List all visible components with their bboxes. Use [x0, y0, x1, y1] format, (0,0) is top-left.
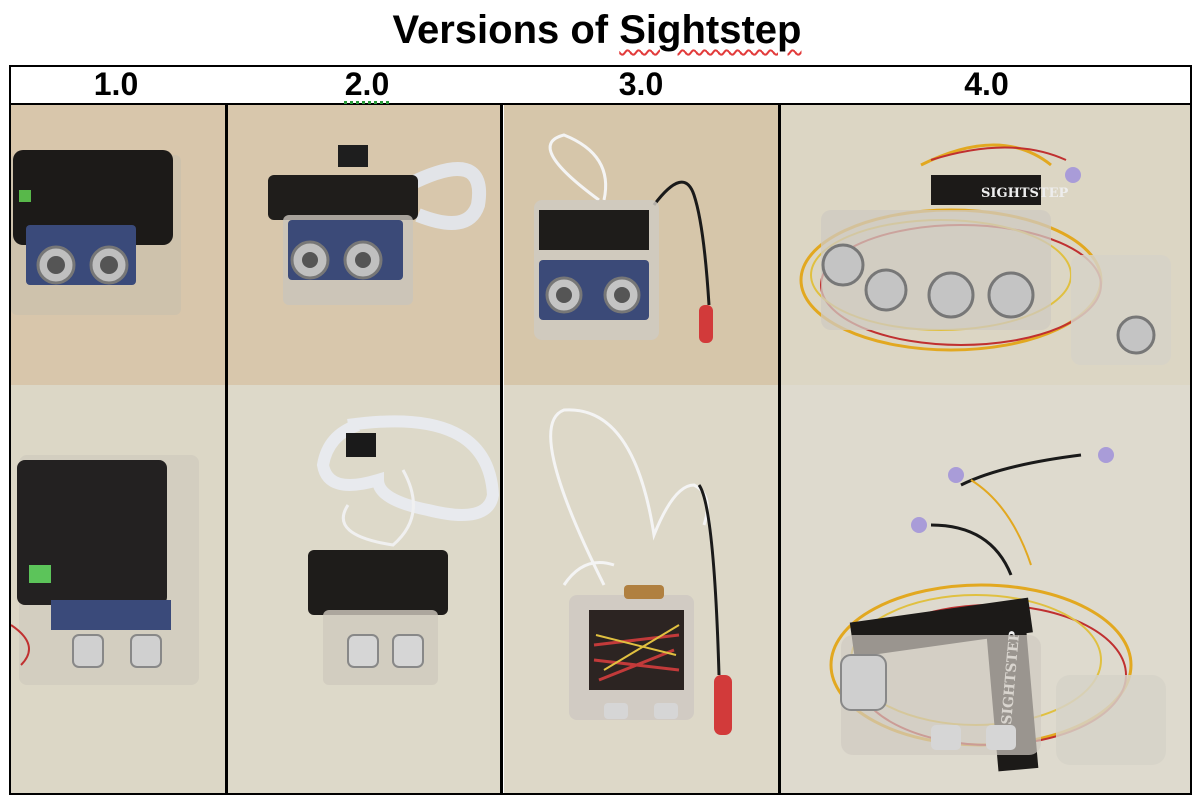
column-divider	[500, 105, 503, 795]
title-name: Sightstep	[619, 8, 802, 52]
version-header-1: 1.0	[93, 66, 139, 102]
photo-v1-front	[11, 105, 225, 385]
version-header-4: 4.0	[964, 66, 1009, 102]
photo-v2-top	[228, 385, 500, 793]
photo-v3-top	[504, 385, 778, 793]
page-title: Versions of Sightstep	[0, 6, 1194, 54]
photo-v2-front	[228, 105, 500, 385]
device-label-front: SIGHTSTEP	[981, 186, 1068, 201]
photo-v1-top	[11, 385, 225, 793]
version-header-row: 1.0 2.0 3.0 4.0	[9, 65, 1192, 105]
photo-table	[9, 105, 1192, 795]
column-divider	[778, 105, 781, 795]
photo-v3-front	[504, 105, 778, 385]
version-header-2: 2.0	[344, 66, 390, 102]
title-prefix: Versions of	[392, 8, 609, 52]
photo-v4-top: SIGHTSTEP	[781, 385, 1190, 793]
version-header-3: 3.0	[618, 66, 664, 102]
column-divider	[225, 105, 228, 795]
photo-v4-front: SIGHTSTEP	[781, 105, 1190, 385]
